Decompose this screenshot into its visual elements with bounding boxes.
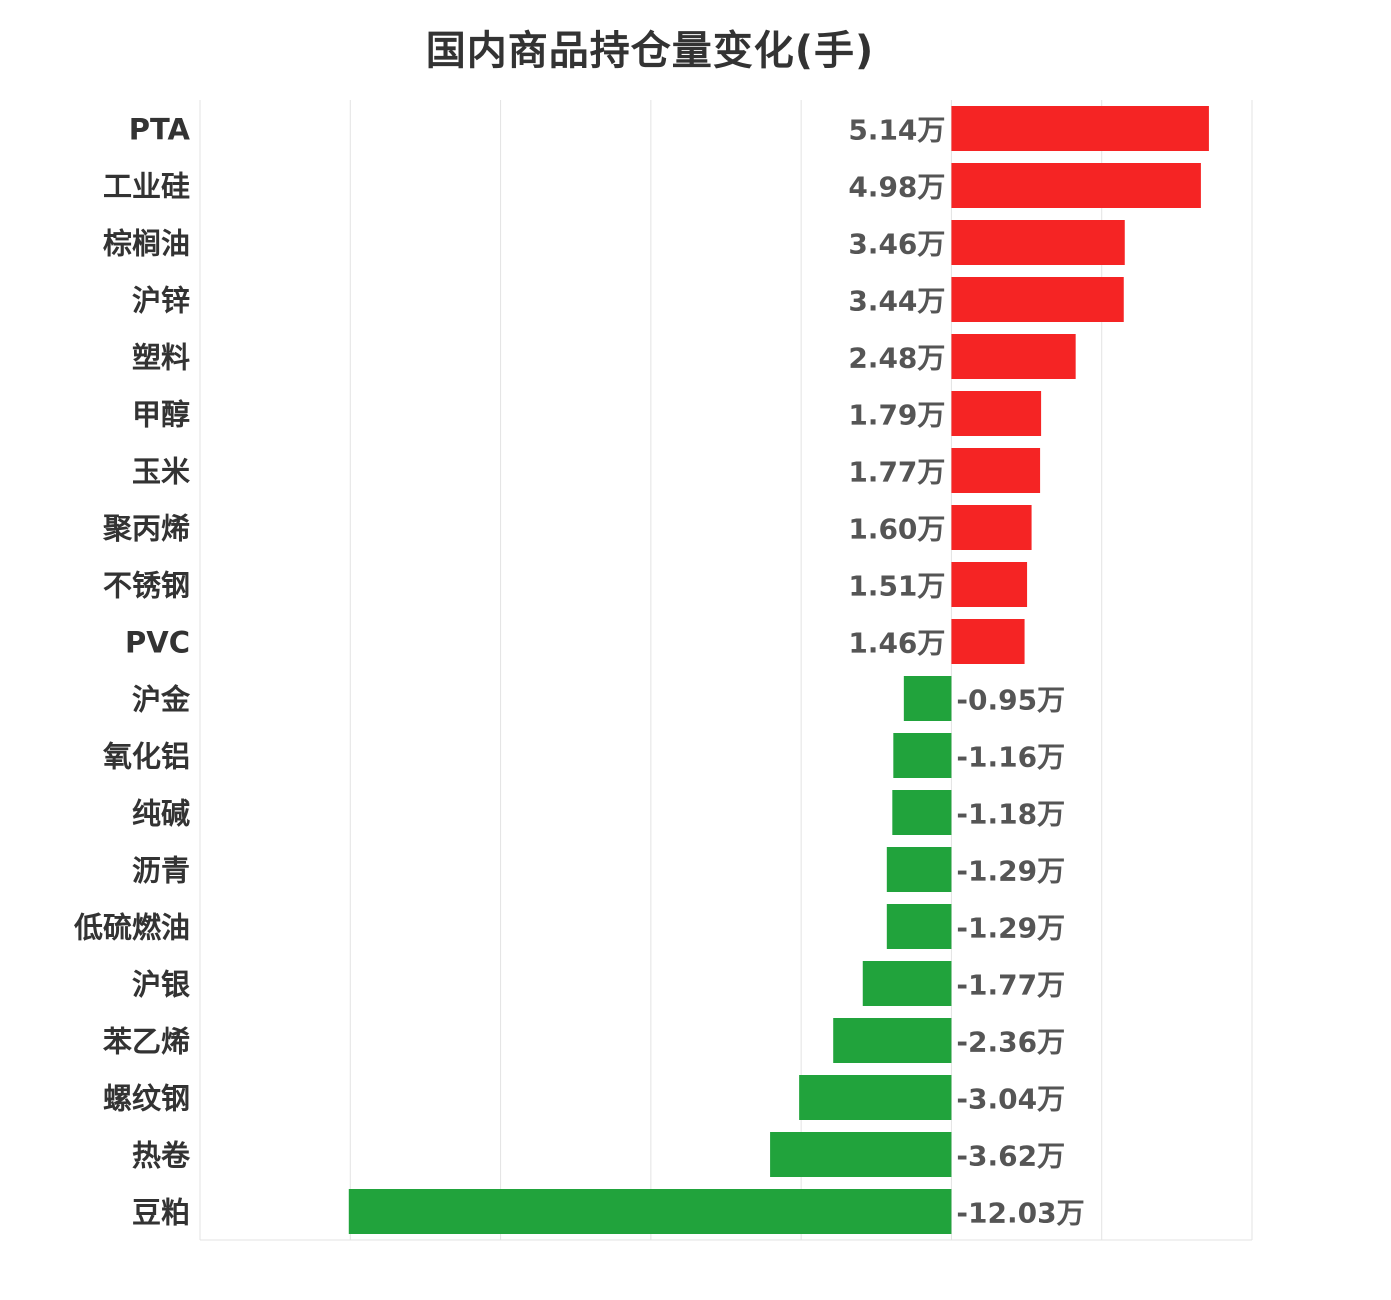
bar [951, 277, 1124, 322]
category-label: 甲醇 [132, 398, 190, 432]
category-label: 氧化铝 [102, 740, 190, 774]
value-label: -1.18万 [956, 798, 1065, 831]
category-label: 玉米 [132, 455, 190, 489]
value-label: 1.51万 [848, 570, 945, 603]
bar [951, 106, 1209, 151]
value-label: -1.77万 [956, 969, 1065, 1002]
bar [951, 163, 1201, 208]
value-label: 5.14万 [848, 114, 945, 147]
value-label: 3.46万 [848, 228, 945, 261]
value-label: -1.29万 [956, 912, 1065, 945]
bar [951, 505, 1032, 550]
value-label: 4.98万 [848, 171, 945, 204]
value-label: 1.77万 [848, 456, 945, 489]
value-label: 1.46万 [848, 627, 945, 660]
value-label: 1.60万 [848, 513, 945, 546]
category-label: 沪金 [132, 683, 191, 717]
category-label: 工业硅 [103, 170, 190, 204]
value-label: -12.03万 [956, 1197, 1084, 1230]
category-label: PVC [125, 626, 190, 660]
bar [951, 220, 1125, 265]
bar [903, 676, 952, 721]
bar [951, 334, 1076, 379]
grid-layer [199, 100, 1253, 1241]
bar-layer [348, 106, 1209, 1234]
value-label: -2.36万 [956, 1026, 1065, 1059]
bar [951, 562, 1028, 607]
category-label: 苯乙烯 [103, 1025, 190, 1059]
category-label: 纯碱 [132, 797, 190, 831]
category-label: 豆粕 [132, 1196, 190, 1230]
category-label: 聚丙烯 [102, 512, 190, 546]
value-label: 2.48万 [848, 342, 945, 375]
value-label: -3.62万 [956, 1140, 1065, 1173]
bar [799, 1075, 952, 1120]
bar [951, 448, 1041, 493]
category-label: 塑料 [132, 341, 190, 375]
category-label: 螺纹钢 [103, 1082, 190, 1116]
category-label: PTA [129, 113, 191, 147]
chart-title: 国内商品持仓量变化(手) [425, 28, 875, 74]
bar [862, 961, 952, 1006]
bar [893, 733, 952, 778]
bar [951, 619, 1025, 664]
category-label: 沥青 [132, 854, 190, 888]
value-label: -3.04万 [956, 1083, 1065, 1116]
value-label: -0.95万 [956, 684, 1065, 717]
category-label: 棕榈油 [103, 227, 190, 261]
category-label: 沪锌 [132, 284, 190, 318]
bar [892, 790, 952, 835]
bar [770, 1132, 952, 1177]
category-label: 沪银 [132, 968, 190, 1002]
value-label: -1.29万 [956, 855, 1065, 888]
value-label: -1.16万 [956, 741, 1065, 774]
category-label: 不锈钢 [103, 569, 190, 603]
value-label: 1.79万 [848, 399, 945, 432]
category-label: 低硫燃油 [73, 911, 190, 945]
bar [348, 1189, 952, 1234]
bar [833, 1018, 952, 1063]
category-label: 热卷 [132, 1139, 191, 1173]
bar [886, 847, 952, 892]
bar [951, 391, 1042, 436]
bar [886, 904, 952, 949]
value-label: 3.44万 [848, 285, 945, 318]
